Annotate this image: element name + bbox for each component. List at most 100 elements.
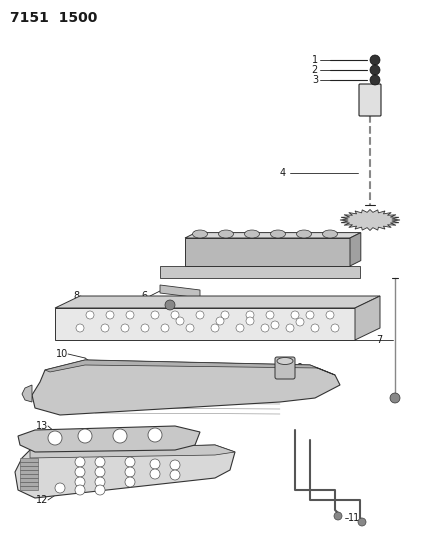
Circle shape	[176, 317, 184, 325]
Ellipse shape	[323, 230, 338, 238]
Text: 8: 8	[74, 291, 80, 301]
Circle shape	[125, 477, 135, 487]
Circle shape	[95, 457, 105, 467]
Circle shape	[95, 485, 105, 495]
Circle shape	[171, 311, 179, 319]
Bar	[20, 462, 38, 466]
Circle shape	[370, 55, 380, 65]
Bar	[20, 482, 38, 486]
Circle shape	[271, 321, 279, 329]
Circle shape	[150, 469, 160, 479]
Text: 4: 4	[280, 168, 286, 178]
Circle shape	[151, 311, 159, 319]
Circle shape	[75, 485, 85, 495]
Polygon shape	[340, 209, 400, 230]
Circle shape	[236, 324, 244, 332]
Polygon shape	[185, 232, 361, 238]
Circle shape	[221, 311, 229, 319]
Circle shape	[86, 311, 94, 319]
Circle shape	[170, 470, 180, 480]
Bar	[20, 478, 38, 482]
Text: 2: 2	[312, 65, 318, 75]
Circle shape	[113, 429, 127, 443]
Circle shape	[211, 324, 219, 332]
Bar	[20, 466, 38, 470]
Circle shape	[311, 324, 319, 332]
Circle shape	[390, 393, 400, 403]
Polygon shape	[185, 238, 350, 266]
Circle shape	[75, 467, 85, 477]
Ellipse shape	[271, 230, 286, 238]
Circle shape	[161, 324, 169, 332]
Polygon shape	[160, 285, 200, 298]
Circle shape	[326, 311, 334, 319]
Circle shape	[75, 477, 85, 487]
Circle shape	[291, 311, 299, 319]
Text: 9: 9	[296, 363, 302, 373]
Text: 13: 13	[36, 421, 48, 431]
Polygon shape	[350, 232, 361, 266]
Bar	[20, 486, 38, 490]
Circle shape	[246, 317, 254, 325]
Circle shape	[358, 518, 366, 526]
Circle shape	[106, 311, 114, 319]
Circle shape	[126, 311, 134, 319]
Circle shape	[55, 483, 65, 493]
Text: 7: 7	[376, 335, 382, 345]
Text: 12: 12	[36, 495, 48, 505]
Ellipse shape	[277, 358, 293, 365]
Ellipse shape	[218, 230, 233, 238]
Circle shape	[125, 457, 135, 467]
Text: 6: 6	[142, 291, 148, 301]
Circle shape	[331, 324, 339, 332]
Circle shape	[101, 324, 109, 332]
Circle shape	[150, 459, 160, 469]
Ellipse shape	[296, 230, 311, 238]
Circle shape	[196, 311, 204, 319]
Circle shape	[186, 324, 194, 332]
Circle shape	[261, 324, 269, 332]
Text: 10: 10	[56, 349, 68, 359]
Circle shape	[78, 429, 92, 443]
Polygon shape	[160, 266, 360, 278]
Circle shape	[165, 300, 175, 310]
Circle shape	[306, 311, 314, 319]
Polygon shape	[30, 445, 235, 458]
Circle shape	[76, 324, 84, 332]
Circle shape	[95, 467, 105, 477]
Text: 5: 5	[192, 231, 198, 241]
Circle shape	[75, 457, 85, 467]
Circle shape	[170, 460, 180, 470]
Bar	[20, 474, 38, 478]
Bar	[20, 458, 38, 462]
Circle shape	[125, 467, 135, 477]
Circle shape	[121, 324, 129, 332]
Circle shape	[266, 311, 274, 319]
Circle shape	[286, 324, 294, 332]
Text: 7151  1500: 7151 1500	[10, 11, 97, 25]
Polygon shape	[32, 360, 340, 415]
Circle shape	[48, 431, 62, 445]
Ellipse shape	[245, 230, 260, 238]
Circle shape	[246, 311, 254, 319]
Circle shape	[148, 428, 162, 442]
FancyBboxPatch shape	[359, 84, 381, 116]
Text: 11: 11	[348, 513, 360, 523]
Polygon shape	[22, 385, 32, 402]
Circle shape	[370, 65, 380, 75]
Text: 3: 3	[312, 75, 318, 85]
Polygon shape	[18, 426, 200, 452]
Circle shape	[95, 477, 105, 487]
Polygon shape	[55, 296, 380, 308]
Ellipse shape	[193, 230, 208, 238]
FancyBboxPatch shape	[275, 357, 295, 379]
Circle shape	[334, 512, 342, 520]
Circle shape	[216, 317, 224, 325]
Polygon shape	[15, 445, 235, 498]
Text: 1: 1	[312, 55, 318, 65]
Circle shape	[296, 318, 304, 326]
Polygon shape	[45, 360, 335, 375]
Bar	[20, 470, 38, 474]
Circle shape	[370, 75, 380, 85]
Polygon shape	[355, 296, 380, 340]
